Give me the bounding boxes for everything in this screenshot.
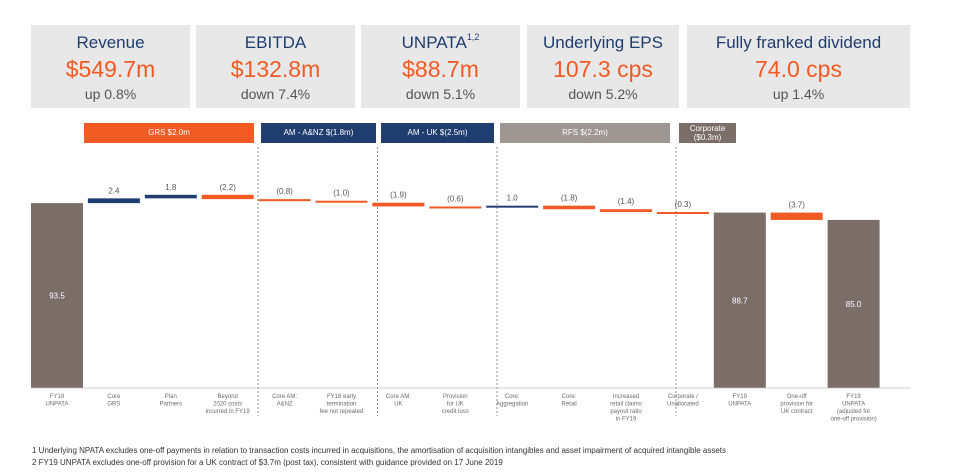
category-label: Corporate / <box>668 394 698 400</box>
category-label: FY18 early <box>327 394 356 400</box>
waterfall-bar <box>144 194 197 199</box>
category-label: Plan <box>165 394 177 400</box>
bar-value-label: (0.6) <box>447 194 464 203</box>
segment-corporate: Corporate ($0.3m) <box>679 123 736 143</box>
category-label: (adjusted for <box>837 409 870 415</box>
category-label: Unallocated <box>667 402 699 408</box>
category-label: UNPATA <box>45 402 68 408</box>
category-label: FY19 <box>733 394 748 400</box>
category-label: Core: <box>562 394 577 400</box>
category-label: Provision <box>443 394 468 400</box>
kpi-change: down 7.4% <box>240 86 311 102</box>
category-label: one-off provision) <box>830 417 876 423</box>
waterfall-bar <box>87 198 140 204</box>
category-label: incurred in FY19 <box>206 409 251 415</box>
segment-am-uk: AM - UK $(2.5m) <box>381 123 494 143</box>
category-label: Beyond <box>218 394 238 400</box>
category-label: credit loss <box>442 409 469 415</box>
category-label: 2020 costs <box>213 402 242 408</box>
kpi-value: 107.3 cps <box>553 56 653 82</box>
kpi-underlying-eps: Underlying EPS 107.3 cps down 5.2% <box>527 25 679 108</box>
category-label: Core AM: <box>272 394 297 400</box>
category-label: Aggregation <box>496 402 528 408</box>
kpi-title: EBITDA <box>244 33 307 52</box>
waterfall-bar <box>31 203 83 388</box>
bar-value-label: 93.5 <box>49 292 65 301</box>
category-label: UNPATA <box>842 402 865 408</box>
waterfall-bar <box>770 212 823 220</box>
category-label: UK <box>394 402 402 408</box>
kpi-title: Revenue <box>76 33 145 52</box>
category-label: for UK <box>447 402 464 408</box>
bar-value-label: (3.7) <box>788 201 805 210</box>
kpi-change: down 5.1% <box>405 86 476 102</box>
category-label: provision for <box>780 402 813 408</box>
footnote-2: 2 FY19 UNPATA excludes one-off provision… <box>32 458 503 467</box>
kpi-value: $549.7m <box>65 56 156 82</box>
kpi-change: up 0.8% <box>84 86 137 102</box>
category-label: Retail <box>561 402 576 408</box>
kpi-title: Fully franked dividend <box>715 33 882 52</box>
segment-rfs: RFS $(2.2m) <box>500 123 670 143</box>
waterfall-bar <box>600 209 652 213</box>
bar-value-label: (1.9) <box>390 191 407 200</box>
bar-value-label: 88.7 <box>732 296 748 305</box>
category-label: termination <box>327 402 357 408</box>
category-label: FY19 <box>846 394 861 400</box>
kpi-value: $132.8m <box>230 56 321 82</box>
category-label: UNPATA <box>728 402 751 408</box>
category-label: One-off <box>787 394 807 400</box>
kpi-value: $88.7m <box>402 56 479 82</box>
category-label: GRS <box>107 402 120 408</box>
category-label: A&NZ <box>277 402 293 408</box>
kpi-change: down 5.2% <box>568 86 638 102</box>
waterfall-bar <box>827 219 880 388</box>
bar-value-label: (1.8) <box>561 194 578 203</box>
bar-value-label: (2.2) <box>219 183 236 192</box>
category-label: Core: <box>505 394 520 400</box>
waterfall-bar <box>429 206 482 209</box>
kpi-unpata: UNPATA1,2 $88.7m down 5.1% <box>361 25 520 108</box>
waterfall-bar <box>315 200 368 203</box>
kpi-change: up 1.4% <box>772 86 825 102</box>
kpi-ebitda: EBITDA $132.8m down 7.4% <box>196 25 355 108</box>
waterfall-bar <box>258 199 311 202</box>
category-label: Core <box>107 394 121 400</box>
kpi-dividend: Fully franked dividend 74.0 cps up 1.4% <box>687 25 910 108</box>
category-label: FY18 <box>50 394 65 400</box>
waterfall-bar <box>543 205 596 210</box>
bar-value-label: (1.0) <box>333 189 350 198</box>
category-label: Partners <box>159 402 182 408</box>
waterfall-bar <box>201 194 254 200</box>
bar-value-label: 85.0 <box>846 300 862 309</box>
category-label: fee not repeated <box>320 409 364 415</box>
category-label: in FY19 <box>616 417 637 423</box>
waterfall-bar <box>372 202 425 207</box>
footnote-1: 1 Underlying NPATA excludes one-off paym… <box>32 446 727 455</box>
kpi-value: 74.0 cps <box>755 56 842 82</box>
kpi-title: UNPATA1,2 <box>401 32 480 52</box>
category-label: payout ratio <box>610 409 642 415</box>
bar-value-label: 1.0 <box>507 194 519 203</box>
bar-value-label: (0.3) <box>675 200 692 209</box>
segment-corporate-line: Corporate <box>689 124 726 133</box>
bar-value-label: 1.8 <box>165 183 177 192</box>
segment-grs: GRS $2.0m <box>84 123 254 143</box>
bar-value-label: (0.8) <box>276 187 293 196</box>
category-label: UK contract <box>781 409 813 415</box>
waterfall-bar <box>656 212 709 215</box>
kpi-revenue: Revenue $549.7m up 0.8% <box>31 25 190 108</box>
category-label: Increased <box>613 394 639 400</box>
segment-am-anz: AM - A&NZ $(1.8m) <box>261 123 376 143</box>
waterfall-bar <box>486 205 539 208</box>
bar-value-label: 2.4 <box>108 186 120 195</box>
category-label: Core AM: <box>386 394 411 400</box>
kpi-title: Underlying EPS <box>542 33 663 52</box>
segment-corporate-line: ($0.3m) <box>693 133 722 142</box>
category-label: retail claims <box>610 402 642 408</box>
bar-value-label: (1.4) <box>618 197 635 206</box>
waterfall-bar <box>713 212 766 388</box>
